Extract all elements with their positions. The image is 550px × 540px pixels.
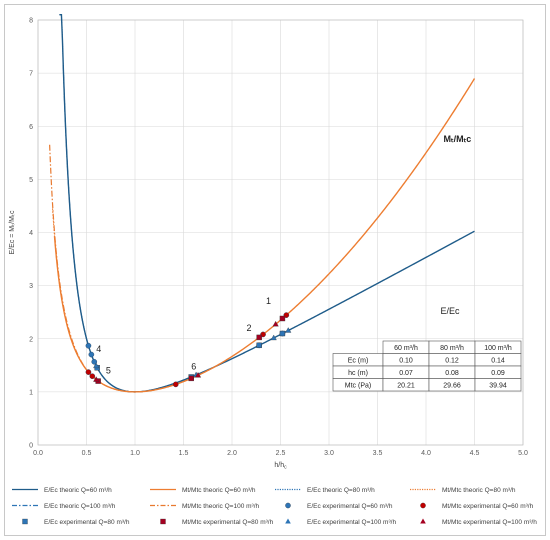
curve-label-m: Mₜ/Mₜc xyxy=(443,134,471,144)
legend-swatch xyxy=(285,502,291,509)
y-tick-label: 2 xyxy=(29,336,33,343)
table-cell xyxy=(474,378,522,392)
legend: E/Ec theoric Q=60 m³/h Mt/Mtc theoric Q=6… xyxy=(12,487,537,526)
axes: 0.0 0.5 1.0 1.5 2.0 2.5 3.0 3.5 4.0 4.5 5.0 0 1 2 3 4 5 6… xyxy=(9,18,528,471)
x-axis-label: h/hc xyxy=(274,462,287,471)
legend-entry: E/Ec theoric Q=100 m³/h xyxy=(44,503,116,510)
legend-entry: Mt/Mtc experimental Q=80 m³/h xyxy=(182,519,274,526)
table-header: 60 m³/h xyxy=(394,345,418,352)
legend-entry: E/Ec theoric Q=80 m³/h xyxy=(307,487,375,494)
marker-e-exp-80 xyxy=(279,330,286,337)
critical-values-table: 60 m³/h 80 m³/h 100 m³/h Ec (m) 0.10 0.12 0.14… xyxy=(332,340,522,392)
y-axis-label: E/Ec = Mₜ/Mₜc xyxy=(9,210,16,254)
x-tick-label: 4.0 xyxy=(421,450,431,457)
marker-e-exp-100 xyxy=(270,334,277,341)
legend-entry: E/Ec experimental Q=100 m³/h xyxy=(307,519,396,526)
annotations: Mₜ/Mₜc E/Ec 1 2 4 5 6 xyxy=(96,134,471,375)
y-tick-label: 1 xyxy=(29,389,33,396)
legend-entry: E/Ec experimental Q=80 m³/h xyxy=(44,519,130,526)
x-tick-label: 2.0 xyxy=(227,450,237,457)
point-label: 2 xyxy=(247,323,252,333)
x-tick-label: 0.5 xyxy=(82,450,92,457)
legend-entry: E/Ec experimental Q=60 m³/h xyxy=(307,503,393,510)
point-label: 6 xyxy=(191,362,196,372)
legend-entry: Mt/Mtc experimental Q=60 m³/h xyxy=(442,503,534,510)
curve-label-e: E/Ec xyxy=(441,306,461,316)
legend-entry: Mt/Mtc theoric Q=80 m³/h xyxy=(442,487,516,494)
chart-frame xyxy=(4,4,546,536)
x-tick-label: 3.0 xyxy=(324,450,334,457)
plot-area-border xyxy=(37,19,524,446)
legend-swatch xyxy=(285,518,291,524)
table-header: 100 m³/h xyxy=(484,345,512,352)
curve-e-theoric-60 xyxy=(59,13,475,393)
marker-m-exp-100 xyxy=(272,320,279,327)
x-tick-label: 3.5 xyxy=(373,450,383,457)
point-label: 5 xyxy=(106,365,111,375)
curve-e-theoric-100 xyxy=(62,64,194,393)
marker-m-exp-60 xyxy=(85,369,92,375)
x-tick-label: 1.0 xyxy=(130,450,140,457)
table-header: 80 m³/h xyxy=(440,345,464,352)
table-value: 0.09 xyxy=(491,370,505,377)
legend-entry: Mt/Mtc theoric Q=100 m³/h xyxy=(182,503,260,510)
curve-m-theoric-80 xyxy=(52,208,194,393)
marker-m-exp-60 xyxy=(172,381,179,388)
table-value: 29.66 xyxy=(443,383,461,390)
table-value: Ec (m) xyxy=(348,358,369,365)
marker-m-exp-100 xyxy=(93,376,100,382)
table-value: 20.21 xyxy=(397,383,415,390)
table-value: hc (m) xyxy=(348,370,368,377)
marker-m-exp-80 xyxy=(188,375,194,382)
table-value: 0.12 xyxy=(445,358,459,365)
legend-entry: Mt/Mtc theoric Q=60 m³/h xyxy=(182,487,256,494)
marker-e-exp-80 xyxy=(256,342,262,349)
point-label: 1 xyxy=(266,296,271,306)
table-value: Mtc (Pa) xyxy=(345,383,371,390)
marker-m-exp-80 xyxy=(256,334,262,341)
marker-e-exp-100 xyxy=(93,362,100,369)
curve-e-theoric-80 xyxy=(60,14,194,393)
table-value: 0.08 xyxy=(445,370,459,377)
marker-m-exp-100 xyxy=(194,372,202,378)
table-value: 39.94 xyxy=(489,383,507,390)
legend-swatch xyxy=(420,502,426,509)
marker-e-exp-60 xyxy=(88,351,95,358)
table-value: 0.10 xyxy=(399,358,413,365)
x-tick-label: 5.0 xyxy=(518,450,528,457)
x-tick-label: 0.0 xyxy=(33,450,43,457)
legend-entry: E/Ec theoric Q=60 m³/h xyxy=(44,487,112,494)
table-value: 0.07 xyxy=(399,370,413,377)
y-tick-label: 7 xyxy=(29,71,33,78)
point-label: 4 xyxy=(96,344,101,354)
x-tick-label: 2.5 xyxy=(276,450,286,457)
x-tick-label: 4.5 xyxy=(470,450,480,457)
marker-m-exp-80 xyxy=(279,315,286,322)
marker-m-exp-60 xyxy=(89,373,96,380)
y-tick-label: 8 xyxy=(29,18,33,25)
y-tick-label: 0 xyxy=(29,443,33,450)
marker-e-exp-60 xyxy=(85,342,92,349)
legend-entry: Mt/Mtc experimental Q=100 m³/h xyxy=(442,519,537,526)
marker-e-exp-100 xyxy=(285,327,292,333)
legend-swatch xyxy=(160,518,166,525)
legend-swatch xyxy=(22,518,28,525)
experimental-points xyxy=(85,312,292,388)
y-tick-label: 3 xyxy=(29,283,33,290)
x-tick-label: 1.5 xyxy=(179,450,189,457)
curve-m-theoric-100 xyxy=(49,144,194,393)
y-tick-label: 6 xyxy=(29,124,33,131)
legend-swatch xyxy=(420,518,426,524)
y-tick-label: 4 xyxy=(29,230,33,237)
y-tick-label: 5 xyxy=(29,177,33,184)
table-value: 0.14 xyxy=(491,358,505,365)
marker-e-exp-60 xyxy=(91,358,98,365)
